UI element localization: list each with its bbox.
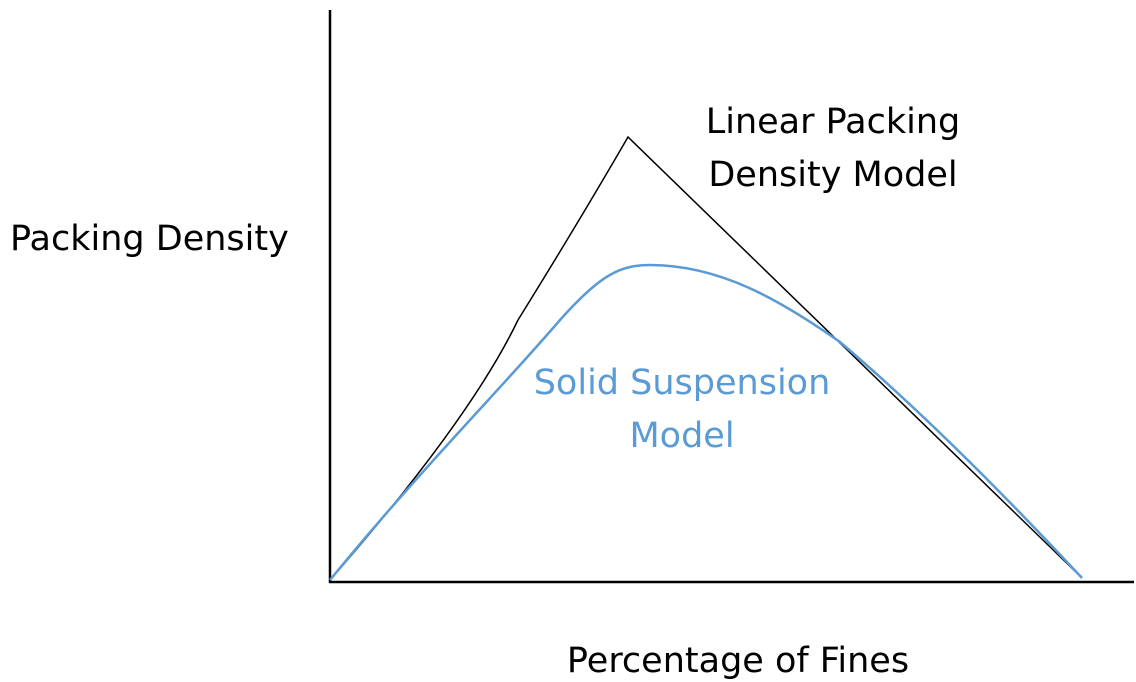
curve-label: Density Model (708, 155, 957, 195)
curve-label: Linear Packing (706, 102, 961, 142)
curve-label: Model (629, 416, 734, 456)
solid-suspension-curve (329, 263, 1083, 581)
linear-packing-curve (329, 135, 1083, 581)
x-axis-label: Percentage of Fines (567, 641, 909, 681)
y-axis-label: Packing Density (10, 219, 289, 259)
curve-label: Solid Suspension (534, 363, 831, 403)
